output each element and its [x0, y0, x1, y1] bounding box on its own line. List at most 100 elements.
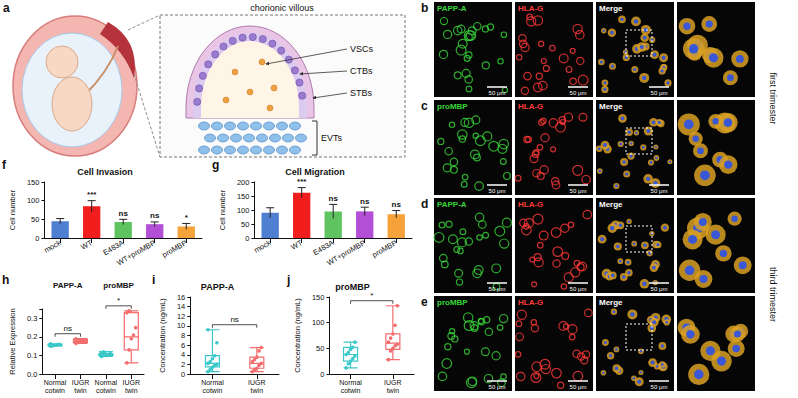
svg-text:Cell number: Cell number [218, 189, 227, 230]
svg-text:HLA-G: HLA-G [518, 4, 543, 13]
svg-text:HLA-G: HLA-G [518, 102, 543, 111]
svg-text:Concentration (ng/mL): Concentration (ng/mL) [158, 298, 167, 373]
svg-text:STBs: STBs [350, 88, 373, 98]
svg-text:chorionic villous: chorionic villous [250, 3, 314, 13]
svg-text:50 μm: 50 μm [651, 384, 668, 390]
svg-text:a: a [3, 1, 10, 15]
svg-text:0: 0 [181, 370, 185, 379]
svg-text:Concentration (ng/mL): Concentration (ng/mL) [293, 298, 302, 373]
svg-text:cotwin: cotwin [45, 387, 65, 394]
svg-text:50: 50 [316, 344, 324, 353]
svg-text:proMBP: proMBP [437, 298, 468, 307]
svg-text:8: 8 [181, 331, 185, 340]
svg-text:50 μm: 50 μm [489, 90, 506, 96]
svg-text:mock: mock [42, 238, 62, 255]
svg-text:100: 100 [237, 206, 250, 215]
svg-text:HLA-G: HLA-G [518, 200, 543, 209]
svg-text:first trimester: first trimester [768, 72, 778, 124]
svg-text:*: * [185, 213, 189, 222]
svg-text:Cell Invasion: Cell Invasion [77, 167, 133, 177]
svg-text:12: 12 [177, 312, 185, 321]
svg-text:50: 50 [31, 215, 39, 224]
svg-text:PAPP-A: PAPP-A [53, 281, 83, 290]
svg-text:Merge: Merge [599, 200, 623, 209]
svg-text:50 μm: 50 μm [489, 188, 506, 194]
svg-text:50 μm: 50 μm [570, 286, 587, 292]
svg-text:14: 14 [177, 302, 185, 311]
svg-text:*: * [370, 291, 373, 300]
svg-text:50: 50 [241, 220, 249, 229]
svg-text:150: 150 [312, 293, 325, 302]
svg-text:VSCs: VSCs [350, 44, 374, 54]
svg-text:*: * [117, 296, 120, 305]
svg-text:0: 0 [245, 234, 249, 243]
svg-text:CTBs: CTBs [350, 66, 373, 76]
svg-text:proMBP: proMBP [335, 282, 370, 292]
svg-text:E483A: E483A [311, 238, 335, 257]
svg-text:0.3: 0.3 [27, 314, 37, 323]
svg-text:twin: twin [125, 387, 138, 394]
svg-text:IUGR: IUGR [123, 379, 141, 386]
svg-text:Merge: Merge [599, 4, 623, 13]
svg-text:twin: twin [387, 387, 400, 394]
svg-text:150: 150 [237, 192, 250, 201]
svg-text:ns: ns [392, 200, 402, 209]
svg-text:proMBP: proMBP [161, 238, 189, 259]
svg-text:2: 2 [181, 360, 185, 369]
svg-text:50 μm: 50 μm [570, 188, 587, 194]
svg-text:third trimester: third trimester [768, 267, 778, 322]
svg-text:***: *** [297, 177, 307, 186]
svg-text:b: b [421, 1, 428, 15]
svg-text:proMBP: proMBP [437, 102, 468, 111]
svg-text:twin: twin [251, 387, 264, 394]
svg-text:100: 100 [27, 196, 40, 205]
svg-text:Relative Expression: Relative Expression [8, 308, 17, 374]
svg-text:Cell Migration: Cell Migration [285, 167, 345, 177]
svg-text:cotwin: cotwin [341, 387, 361, 394]
svg-text:Merge: Merge [599, 102, 623, 111]
svg-text:50 μm: 50 μm [651, 286, 668, 292]
svg-text:IUGR: IUGR [72, 379, 90, 386]
svg-text:ns: ns [360, 197, 370, 206]
svg-text:***: *** [87, 190, 97, 199]
svg-text:6: 6 [181, 341, 185, 350]
svg-text:50 μm: 50 μm [570, 90, 587, 96]
svg-text:e: e [421, 295, 428, 309]
svg-text:Normal: Normal [339, 379, 362, 386]
svg-text:EVTs: EVTs [321, 133, 343, 143]
svg-text:HLA-G: HLA-G [518, 298, 543, 307]
svg-text:50 μm: 50 μm [489, 384, 506, 390]
svg-text:ns: ns [64, 324, 72, 333]
svg-text:IUGR: IUGR [384, 379, 402, 386]
svg-text:4: 4 [181, 350, 185, 359]
svg-text:WT: WT [79, 238, 94, 252]
svg-text:E483A: E483A [101, 238, 125, 257]
svg-text:Normal: Normal [44, 379, 67, 386]
svg-text:0.0: 0.0 [27, 370, 37, 379]
svg-text:PAPP-A: PAPP-A [201, 282, 235, 292]
svg-text:100: 100 [312, 318, 325, 327]
svg-text:IUGR: IUGR [248, 379, 266, 386]
svg-text:ns: ns [119, 209, 129, 218]
svg-text:150: 150 [27, 178, 40, 187]
svg-text:10: 10 [177, 321, 185, 330]
svg-text:0: 0 [320, 370, 324, 379]
svg-text:WT+proMBP: WT+proMBP [325, 238, 367, 267]
svg-text:50 μm: 50 μm [570, 384, 587, 390]
svg-text:50 μm: 50 μm [489, 286, 506, 292]
svg-text:50 μm: 50 μm [651, 90, 668, 96]
svg-text:PAPP-A: PAPP-A [437, 4, 467, 13]
svg-text:0.2: 0.2 [27, 332, 37, 341]
svg-text:0: 0 [35, 234, 39, 243]
svg-text:WT: WT [289, 238, 304, 252]
svg-text:proMBP: proMBP [103, 281, 134, 290]
svg-text:WT+proMBP: WT+proMBP [115, 238, 157, 267]
svg-text:ns: ns [329, 194, 339, 203]
svg-text:twin: twin [74, 387, 87, 394]
svg-text:0.1: 0.1 [27, 351, 37, 360]
svg-text:Normal: Normal [201, 379, 224, 386]
svg-text:Cell number: Cell number [8, 189, 17, 230]
svg-text:c: c [421, 99, 428, 113]
svg-text:16: 16 [177, 293, 185, 302]
svg-text:Merge: Merge [599, 298, 623, 307]
